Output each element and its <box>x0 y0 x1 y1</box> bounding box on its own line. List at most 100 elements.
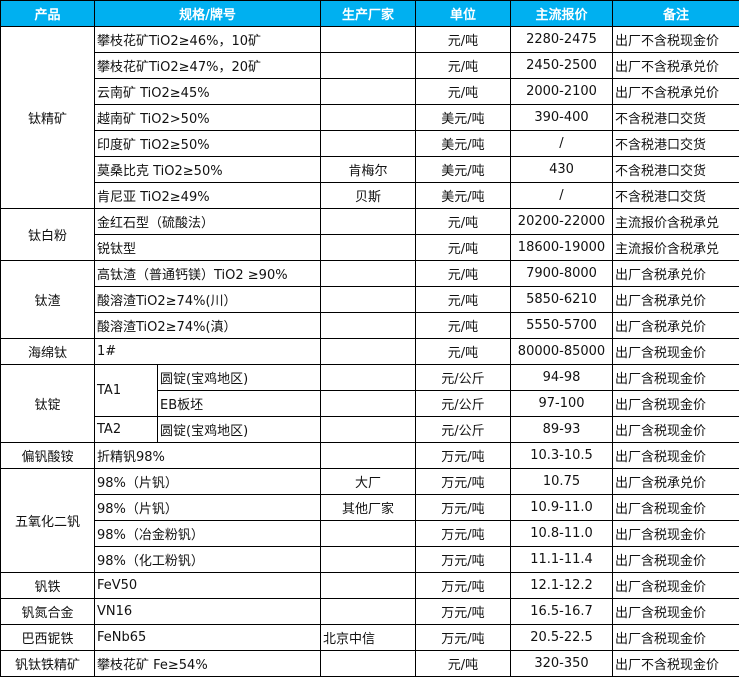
maker-cell <box>320 416 416 443</box>
price-cell: 10.3-10.5 <box>510 442 613 469</box>
spec-cell: 折精钒98% <box>94 442 321 469</box>
price-cell: 20200-22000 <box>510 208 613 235</box>
price-cell: 20.5-22.5 <box>510 624 613 651</box>
unit-cell: 元/吨 <box>415 26 511 53</box>
note-cell: 出厂含税现金价 <box>612 442 739 469</box>
spec-cell: 酸溶渣TiO2≥74%(滇） <box>94 312 321 339</box>
note-cell: 不含税港口交货 <box>612 104 739 131</box>
note-cell: 出厂不含税现金价 <box>612 650 739 677</box>
unit-cell: 元/吨 <box>415 234 511 261</box>
spec-cell: 高钛渣（普通钙镁）TiO2 ≥90% <box>94 260 321 287</box>
price-cell: 12.1-12.2 <box>510 572 613 599</box>
maker-cell: 其他厂家 <box>320 494 416 521</box>
price-cell: 10.8-11.0 <box>510 520 613 547</box>
price-cell: 11.1-11.4 <box>510 546 613 573</box>
table-row: 偏钒酸铵 折精钒98% 万元/吨 10.3-10.5 出厂含税现金价 <box>0 442 739 469</box>
maker-cell <box>320 52 416 79</box>
spec-cell: FeNb65 <box>94 624 321 651</box>
spec-cell: VN16 <box>94 598 321 625</box>
note-cell: 出厂含税承兑价 <box>612 312 739 339</box>
product-cell: 钒铁 <box>0 572 95 599</box>
note-cell: 出厂含税现金价 <box>612 416 739 443</box>
table-row: 钛精矿 攀枝花矿TiO2≥46%，10矿 元/吨 2280-2475 出厂不含税现金价 <box>0 26 739 209</box>
note-cell: 不含税港口交货 <box>612 130 739 157</box>
maker-cell <box>320 208 416 235</box>
maker-cell <box>320 338 416 365</box>
note-cell: 出厂含税现金价 <box>612 546 739 573</box>
unit-cell: 美元/吨 <box>415 156 511 183</box>
price-cell: 2280-2475 <box>510 26 613 53</box>
note-cell: 出厂不含税承兑价 <box>612 52 739 79</box>
unit-cell: 元/吨 <box>415 338 511 365</box>
product-cell: 钛渣 <box>0 260 95 339</box>
maker-cell <box>320 130 416 157</box>
price-cell: 390-400 <box>510 104 613 131</box>
unit-cell: 元/吨 <box>415 78 511 105</box>
header-price: 主流报价 <box>510 0 613 27</box>
product-cell: 偏钒酸铵 <box>0 442 95 469</box>
price-cell: 10.75 <box>510 468 613 495</box>
note-cell: 出厂含税承兑价 <box>612 286 739 313</box>
note-cell: 主流报价含税承兑 <box>612 208 739 235</box>
price-cell: 18600-19000 <box>510 234 613 261</box>
spec-cell: 酸溶渣TiO2≥74%(川） <box>94 286 321 313</box>
unit-cell: 万元/吨 <box>415 546 511 573</box>
header-unit: 单位 <box>415 0 511 27</box>
price-cell: 320-350 <box>510 650 613 677</box>
unit-cell: 元/吨 <box>415 286 511 313</box>
table-row: 海绵钛 1# 元/吨 80000-85000 出厂含税现金价 <box>0 338 739 365</box>
spec-cell: 98%（片钒） <box>94 468 321 495</box>
price-cell: / <box>510 130 613 157</box>
table-row: 越南矿 TiO2>50% 美元/吨 390-400 不含税港口交货 <box>1 104 739 131</box>
header-note: 备注 <box>612 0 739 27</box>
unit-cell: 元/公斤 <box>415 364 511 391</box>
table-row: 印度矿 TiO2≥50% 美元/吨 / 不含税港口交货 <box>1 130 739 157</box>
note-cell: 出厂含税现金价 <box>612 572 739 599</box>
header-spec: 规格/牌号 <box>94 0 321 27</box>
maker-cell <box>320 364 416 391</box>
maker-cell <box>320 520 416 547</box>
table-row: 肯尼亚 TiO2≥49% 贝斯 美元/吨 / 不含税港口交货 <box>1 182 739 209</box>
maker-cell <box>320 234 416 261</box>
note-cell: 出厂含税现金价 <box>612 624 739 651</box>
header-row: 产品 规格/牌号 生产厂家 单位 主流报价 备注 <box>0 0 739 27</box>
table-row: 钛白粉 金红石型（硫酸法） 元/吨 20200-22000 主流报价含税承兑 <box>0 208 739 261</box>
maker-cell <box>320 546 416 573</box>
price-cell: 430 <box>510 156 613 183</box>
grade-cell: TA2 <box>94 416 158 443</box>
unit-cell: 元/吨 <box>415 52 511 79</box>
unit-cell: 美元/吨 <box>415 104 511 131</box>
spec-cell: 98%（化工粉钒） <box>94 546 321 573</box>
note-cell: 出厂含税现金价 <box>612 390 739 417</box>
maker-cell <box>320 442 416 469</box>
table-row: 锐钛型 元/吨 18600-19000 主流报价含税承兑 <box>1 234 739 261</box>
note-cell: 出厂含税承兑价 <box>612 260 739 287</box>
maker-cell <box>320 598 416 625</box>
note-cell: 出厂含税现金价 <box>612 364 739 391</box>
unit-cell: 万元/吨 <box>415 624 511 651</box>
spec-cell: 攀枝花矿TiO2≥47%，20矿 <box>94 52 321 79</box>
product-cell: 钛锭 <box>0 364 95 443</box>
note-cell: 出厂含税现金价 <box>612 598 739 625</box>
note-cell: 出厂含税承兑价 <box>612 468 739 495</box>
product-cell: 五氧化二钒 <box>0 468 95 573</box>
product-cell: 钛白粉 <box>0 208 95 261</box>
unit-cell: 万元/吨 <box>415 442 511 469</box>
grade-cell: TA1 <box>94 364 158 417</box>
table-row: TA2 圆锭(宝鸡地区) 元/公斤 89-93 出厂含税现金价 <box>1 416 739 443</box>
spec-cell: 1# <box>94 338 321 365</box>
price-cell: 97-100 <box>510 390 613 417</box>
maker-cell: 贝斯 <box>320 182 416 209</box>
spec-cell: 云南矿 TiO2≥45% <box>94 78 321 105</box>
unit-cell: 万元/吨 <box>415 468 511 495</box>
note-cell: 出厂含税现金价 <box>612 494 739 521</box>
spec-cell: 肯尼亚 TiO2≥49% <box>94 182 321 209</box>
spec-cell: 锐钛型 <box>94 234 321 261</box>
unit-cell: 美元/吨 <box>415 182 511 209</box>
price-cell: 7900-8000 <box>510 260 613 287</box>
note-cell: 出厂含税现金价 <box>612 338 739 365</box>
maker-cell: 大厂 <box>320 468 416 495</box>
maker-cell <box>320 572 416 599</box>
spec-cell: 莫桑比克 TiO2≥50% <box>94 156 321 183</box>
maker-cell: 肯梅尔 <box>320 156 416 183</box>
